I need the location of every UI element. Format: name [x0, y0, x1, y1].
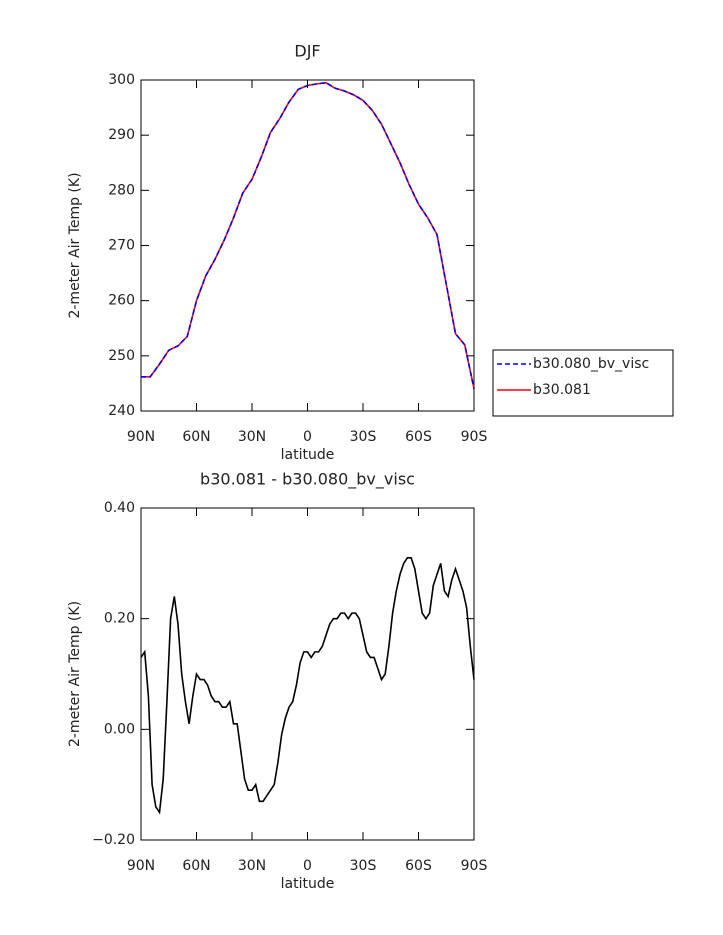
- y-tick-label: 240: [108, 403, 135, 419]
- x-axis-label: latitude: [281, 876, 335, 892]
- y-tick-label: 0.00: [104, 721, 135, 737]
- legend-label: b30.081: [533, 382, 591, 398]
- x-tick-label: 60N: [182, 429, 210, 445]
- x-tick-label: 60S: [405, 858, 432, 874]
- x-tick-label: 90N: [127, 429, 155, 445]
- chart-title: DJF: [294, 42, 320, 61]
- legend-box: [492, 349, 674, 417]
- y-tick-label: 270: [108, 238, 135, 254]
- y-axis-label: 2-meter Air Temp (K): [67, 601, 83, 747]
- y-axis-label: 2-meter Air Temp (K): [67, 172, 83, 318]
- x-tick-label: 30N: [238, 858, 266, 874]
- y-tick-label: 250: [108, 348, 135, 364]
- x-tick-label: 60S: [405, 429, 432, 445]
- plot-frame: [140, 79, 475, 412]
- x-tick-label: 90N: [127, 858, 155, 874]
- data-line: [141, 81, 475, 390]
- y-tick-label: 290: [108, 127, 135, 143]
- x-tick-label: 0: [303, 858, 312, 874]
- legend-label: b30.080_bv_visc: [533, 356, 649, 372]
- x-tick-label: 30N: [238, 429, 266, 445]
- y-tick-label: −0.20: [92, 832, 135, 848]
- y-tick-label: 260: [108, 293, 135, 309]
- y-tick-label: 300: [108, 72, 135, 88]
- data-line: [141, 81, 475, 389]
- x-tick-label: 30S: [350, 858, 377, 874]
- y-tick-label: 0.20: [104, 611, 135, 627]
- x-tick-label: 60N: [182, 858, 210, 874]
- x-tick-label: 30S: [350, 429, 377, 445]
- chart-title: b30.081 - b30.080_bv_visc: [200, 470, 415, 490]
- y-tick-label: 0.40: [104, 500, 135, 516]
- plot-frame: [140, 507, 475, 841]
- x-axis-label: latitude: [281, 447, 335, 463]
- x-tick-label: 90S: [461, 429, 488, 445]
- y-tick-label: 280: [108, 182, 135, 198]
- data-line: [140, 557, 475, 815]
- x-tick-label: 0: [303, 429, 312, 445]
- x-tick-label: 90S: [461, 858, 488, 874]
